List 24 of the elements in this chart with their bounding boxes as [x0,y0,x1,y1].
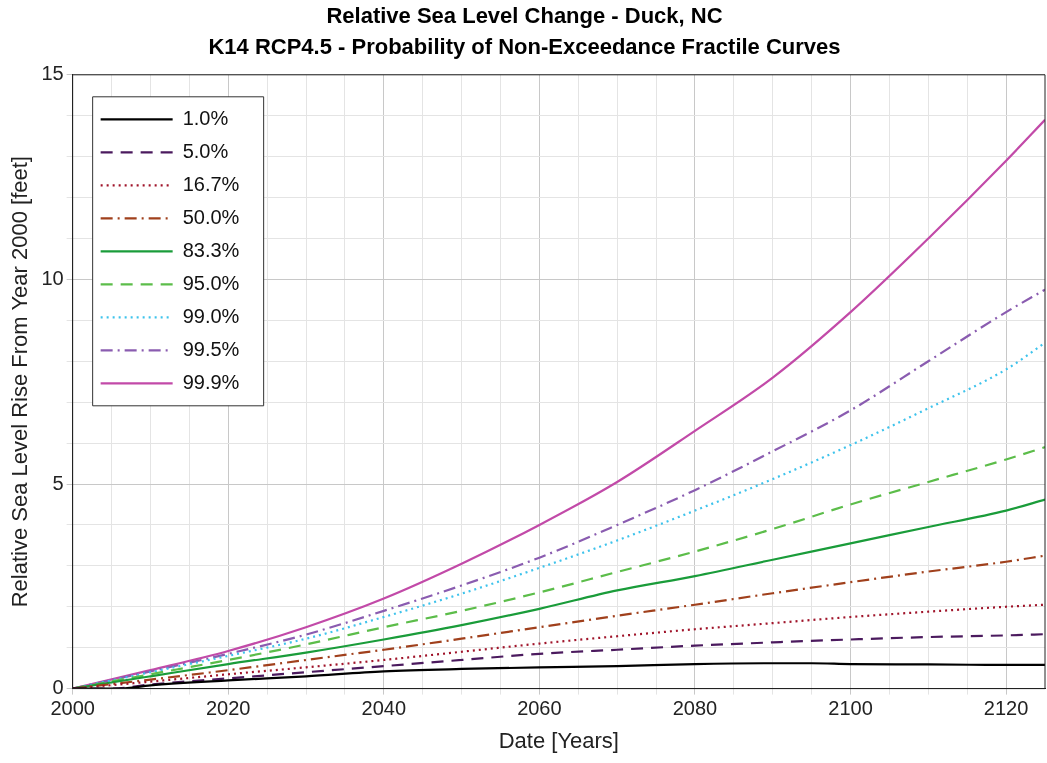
legend-label: 99.9% [182,370,240,393]
y-tick-label: 15 [41,62,64,85]
legend-label: 1.0% [182,106,229,129]
x-tick-label: 2040 [361,697,407,720]
y-tick-label: 10 [41,266,64,289]
legend-label: 99.0% [182,304,240,327]
legend-label: 83.3% [182,238,240,261]
chart-subtitle: K14 RCP4.5 - Probability of Non-Exceedance Fractile Curves [208,33,841,59]
legend-label: 95.0% [182,271,240,294]
chart-title: Relative Sea Level Change - Duck, NC [326,3,723,29]
legend-label: 5.0% [182,139,229,162]
x-tick-label: 2060 [517,697,562,720]
legend-label: 99.5% [182,337,240,360]
x-tick-label: 2120 [983,697,1029,720]
x-tick-label: 2100 [828,697,873,720]
y-axis-title: Relative Sea Level Rise From Year 2000 [feet] [7,156,33,608]
x-tick-label: 2000 [50,697,95,720]
legend-label: 16.7% [182,172,240,195]
y-tick-label: 5 [52,471,64,494]
x-axis-title: Date [Years] [498,727,619,753]
legend-label: 50.0% [182,205,240,228]
x-tick-label: 2020 [205,697,251,720]
y-tick-label: 0 [52,676,64,699]
x-tick-label: 2080 [672,697,718,720]
